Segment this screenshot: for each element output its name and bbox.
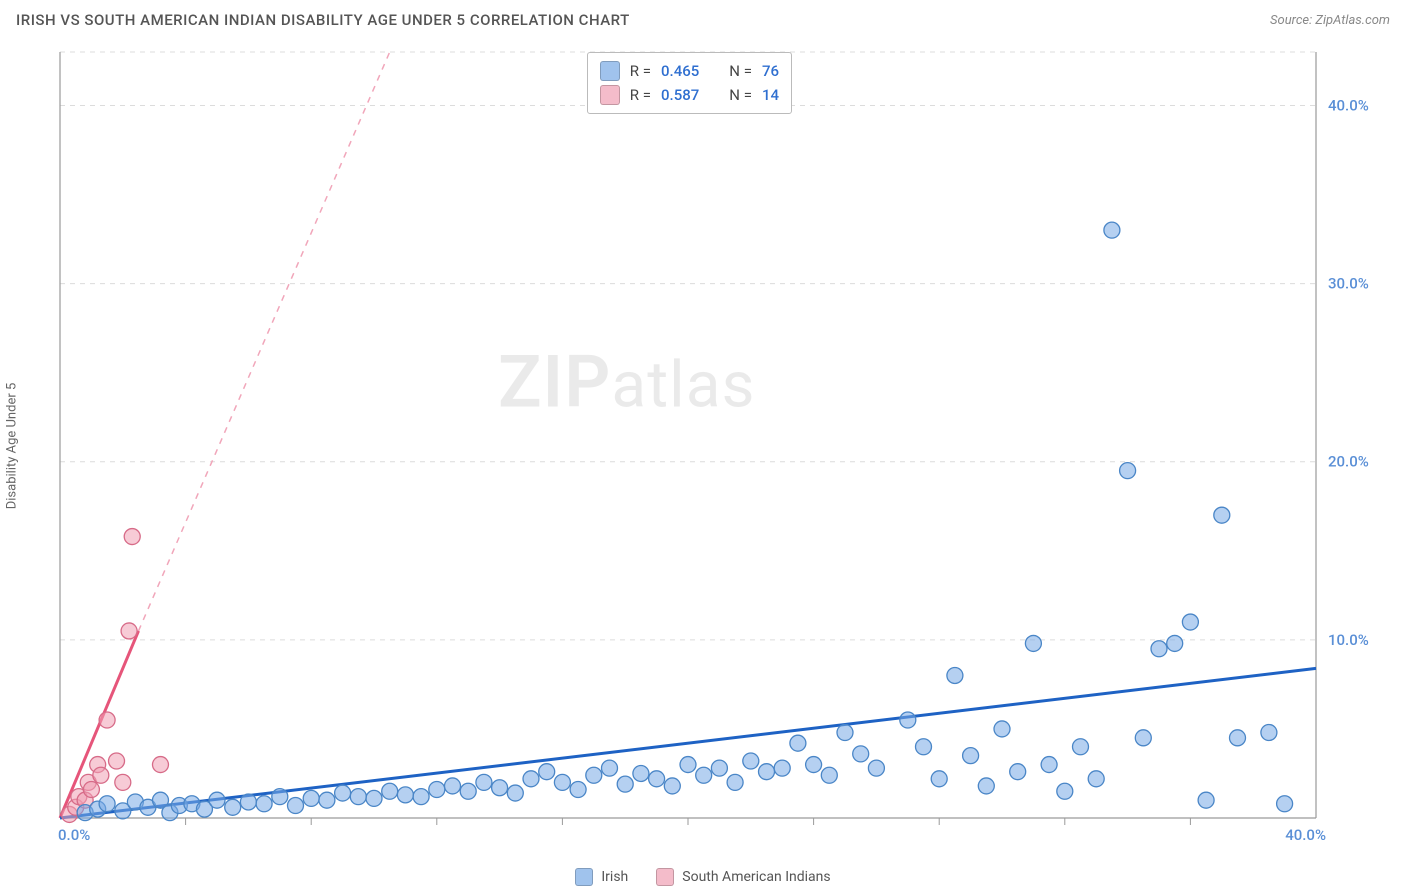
- n-label: N =: [729, 59, 752, 83]
- svg-text:10.0%: 10.0%: [1328, 631, 1369, 649]
- series-legend-item: Irish: [575, 868, 628, 886]
- r-value: 0.465: [661, 59, 699, 83]
- r-label: R =: [630, 59, 651, 83]
- legend-swatch: [575, 868, 593, 886]
- legend-swatch: [656, 868, 674, 886]
- n-label: N =: [729, 83, 752, 107]
- correlation-legend-row: R = 0.465 N = 76: [600, 59, 779, 83]
- series-legend-item: South American Indians: [656, 868, 830, 886]
- svg-text:40.0%: 40.0%: [1328, 96, 1369, 114]
- svg-text:30.0%: 30.0%: [1328, 275, 1369, 293]
- chart-source: Source: ZipAtlas.com: [1270, 13, 1390, 28]
- chart-header: IRISH VS SOUTH AMERICAN INDIAN DISABILIT…: [0, 0, 1406, 40]
- legend-swatch: [600, 85, 620, 105]
- chart-title: IRISH VS SOUTH AMERICAN INDIAN DISABILIT…: [16, 11, 630, 29]
- n-value: 76: [762, 59, 779, 83]
- svg-text:0.0%: 0.0%: [58, 826, 90, 844]
- legend-label: Irish: [601, 869, 628, 885]
- legend-label: South American Indians: [682, 869, 830, 885]
- r-label: R =: [630, 83, 651, 107]
- correlation-legend-row: R = 0.587 N = 14: [600, 83, 779, 107]
- correlation-legend: R = 0.465 N = 76 R = 0.587 N = 14: [587, 52, 792, 114]
- chart-plot-area: 10.0%20.0%30.0%40.0%0.0%40.0% ZIPatlas R…: [54, 48, 1386, 844]
- scatter-plot-svg: 10.0% 20.0% 30.0% 40.0% 0.0% 40.0%: [54, 48, 1386, 844]
- svg-text:20.0%: 20.0%: [1328, 453, 1369, 471]
- series-legend: Irish South American Indians: [0, 868, 1406, 886]
- legend-swatch: [600, 61, 620, 81]
- r-value: 0.587: [661, 83, 699, 107]
- svg-text:40.0%: 40.0%: [1285, 826, 1326, 844]
- y-axis-label: Disability Age Under 5: [5, 383, 20, 510]
- n-value: 14: [762, 83, 779, 107]
